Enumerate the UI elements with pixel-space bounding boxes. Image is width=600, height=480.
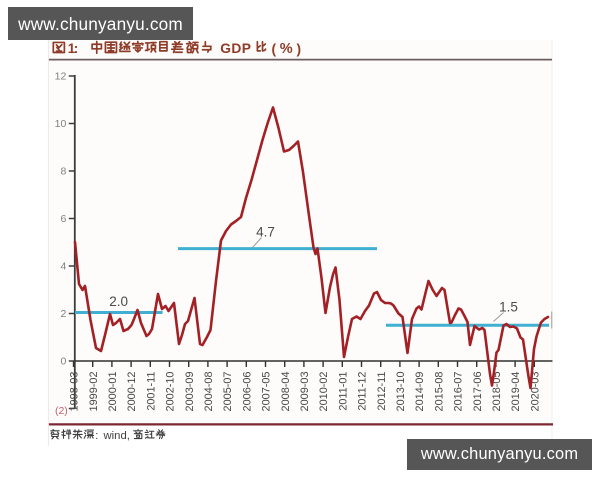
svg-text:2009-03: 2009-03	[299, 372, 311, 412]
svg-text:2020-03: 2020-03	[529, 372, 541, 412]
svg-text:2.0: 2.0	[109, 294, 128, 309]
svg-text:2010-02: 2010-02	[318, 372, 330, 412]
svg-text:4: 4	[60, 261, 66, 273]
svg-text:2017-06: 2017-06	[472, 372, 484, 412]
svg-text:2011-01: 2011-01	[337, 372, 349, 411]
svg-text:2001-11: 2001-11	[145, 372, 157, 411]
svg-text:6: 6	[60, 213, 66, 225]
svg-text:8: 8	[60, 166, 66, 178]
svg-text:2000-12: 2000-12	[126, 372, 138, 412]
svg-text:2: 2	[60, 308, 66, 320]
svg-text::: :	[74, 41, 79, 56]
svg-text:2000-01: 2000-01	[107, 372, 119, 412]
svg-text:2019-04: 2019-04	[510, 372, 522, 412]
svg-text:4.7: 4.7	[256, 225, 275, 240]
svg-text:2008-04: 2008-04	[280, 372, 292, 412]
svg-text:2003-09: 2003-09	[184, 372, 196, 412]
svg-text:2007-05: 2007-05	[261, 372, 273, 412]
svg-text:1999-02: 1999-02	[88, 372, 100, 412]
svg-text:0: 0	[60, 356, 66, 368]
svg-text:2015-08: 2015-08	[433, 372, 445, 412]
svg-text:2004-08: 2004-08	[203, 372, 215, 412]
svg-text:2014-09: 2014-09	[414, 372, 426, 412]
svg-text:wind,: wind,	[103, 430, 130, 442]
svg-text:%: %	[280, 41, 293, 57]
svg-text:2005-07: 2005-07	[222, 372, 234, 412]
svg-text:(2): (2)	[55, 405, 68, 417]
svg-text:1.5: 1.5	[499, 300, 518, 315]
svg-text:2016-07: 2016-07	[453, 372, 465, 412]
svg-text:2018-05: 2018-05	[491, 372, 503, 412]
svg-text:12: 12	[55, 71, 67, 83]
svg-text::: :	[95, 430, 98, 442]
svg-text:2013-10: 2013-10	[395, 372, 407, 412]
svg-text:GDP: GDP	[220, 41, 251, 56]
svg-text:1: 1	[68, 41, 76, 56]
svg-text:2012-11: 2012-11	[376, 372, 388, 411]
svg-text:(: (	[272, 42, 277, 57]
svg-text:2006-06: 2006-06	[241, 372, 253, 412]
svg-text:2011-12: 2011-12	[357, 372, 369, 411]
svg-text:): )	[297, 42, 302, 57]
svg-text:1998-03: 1998-03	[69, 372, 81, 412]
svg-text:2002-10: 2002-10	[165, 372, 177, 412]
svg-text:10: 10	[55, 118, 67, 130]
